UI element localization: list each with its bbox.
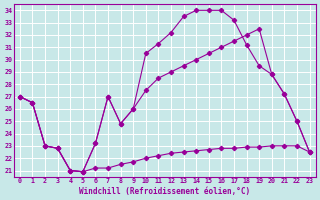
X-axis label: Windchill (Refroidissement éolien,°C): Windchill (Refroidissement éolien,°C) — [79, 187, 250, 196]
